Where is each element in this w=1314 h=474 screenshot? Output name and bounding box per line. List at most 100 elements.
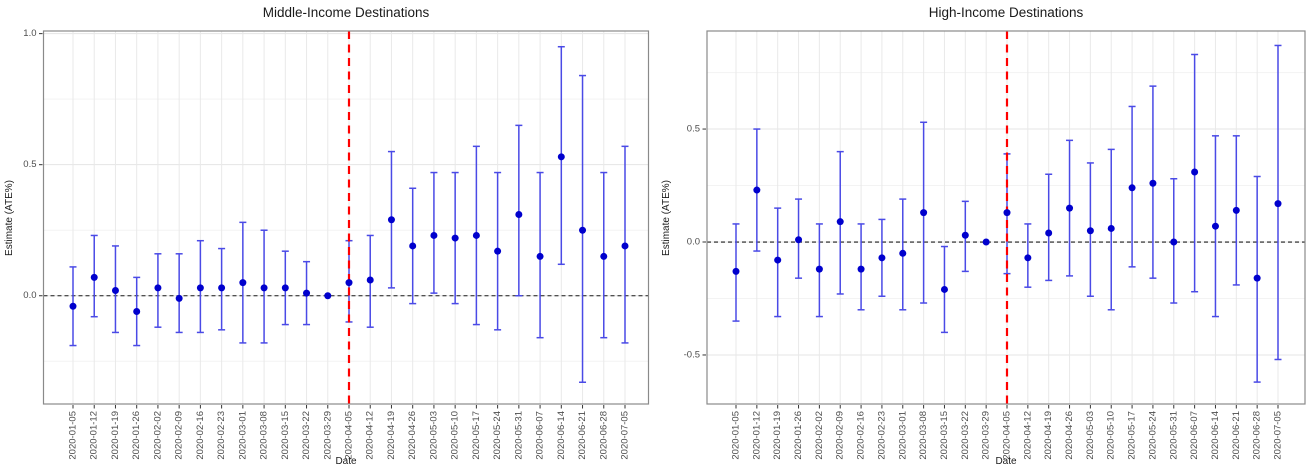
x-tick-label: 2020-04-26 (407, 411, 418, 460)
x-tick-label: 2020-04-26 (1064, 411, 1075, 460)
x-tick-label: 2020-03-29 (322, 411, 333, 460)
x-tick-label: 2020-04-19 (1043, 411, 1054, 460)
y-tick-label: -0.5 (684, 349, 700, 360)
x-tick-label: 2020-02-23 (216, 411, 227, 460)
x-tick-label: 2020-03-08 (918, 411, 929, 460)
x-tick-label: 2020-02-02 (152, 411, 163, 460)
y-tick-label: 0.0 (687, 237, 700, 248)
x-tick-label: 2020-01-12 (751, 411, 762, 460)
x-tick-label: 2020-07-05 (1273, 411, 1284, 460)
data-point (515, 210, 523, 218)
x-tick-label: 2020-03-22 (960, 411, 971, 460)
chart-title-middle-income: Middle-Income Destinations (262, 5, 430, 20)
data-point (239, 279, 247, 287)
data-point (1003, 209, 1011, 217)
data-point (815, 265, 823, 273)
panel-border (42, 30, 650, 405)
x-tick-label: 2020-02-09 (835, 411, 846, 460)
x-axis-title-high-income: Date (995, 456, 1017, 467)
data-point (1086, 227, 1094, 235)
y-axis-title-high-income: Estimate (ATE%) (661, 180, 672, 256)
data-point (753, 186, 761, 194)
x-tick-label: 2020-01-05 (731, 411, 742, 460)
data-point (196, 284, 204, 292)
data-point (920, 209, 928, 217)
data-point (857, 265, 865, 273)
x-tick-label: 2020-01-26 (793, 411, 804, 460)
data-point (1149, 179, 1157, 187)
panel-background (43, 31, 649, 404)
data-point (899, 249, 907, 257)
x-axis-title-middle-income: Date (335, 456, 357, 467)
x-tick-label: 2020-02-16 (195, 411, 206, 460)
x-tick-label: 2020-06-14 (1210, 411, 1221, 460)
data-point (303, 289, 311, 297)
x-tick-label: 2020-01-05 (68, 411, 79, 460)
data-point (1128, 184, 1136, 192)
x-tick-label: 2020-05-03 (428, 411, 439, 460)
data-point (1211, 222, 1219, 230)
data-point (154, 284, 162, 292)
x-tick-label: 2020-04-12 (1022, 411, 1033, 460)
data-point (409, 242, 417, 250)
x-tick-label: 2020-02-02 (814, 411, 825, 460)
data-point (940, 285, 948, 293)
panel-middle-income: 0.0 0.5 1.0 2020-01-05 2020-01-12 2020-01-19 2… (4, 5, 650, 467)
data-point (472, 231, 480, 239)
y-tick-label: 1.0 (23, 28, 36, 39)
x-tick-label: 2020-03-01 (897, 411, 908, 460)
x-tick-label: 2020-06-21 (1231, 411, 1242, 460)
y-tick-label: 0.5 (23, 159, 36, 170)
data-point (1191, 168, 1199, 176)
x-tick-label: 2020-02-09 (174, 411, 185, 460)
data-point (69, 302, 77, 310)
panel-border (706, 30, 1306, 405)
x-tick-label: 2020-06-28 (1252, 411, 1263, 460)
data-point (451, 234, 459, 242)
x-tick-label: 2020-06-28 (598, 411, 609, 460)
x-tick-label: 2020-03-29 (981, 411, 992, 460)
x-tick-label: 2020-01-26 (131, 411, 142, 460)
data-point (133, 307, 141, 315)
data-point (345, 279, 353, 287)
x-tick-label: 2020-05-31 (513, 411, 524, 460)
data-point (795, 236, 803, 244)
chart-title-high-income: High-Income Destinations (928, 5, 1084, 20)
data-point (1045, 229, 1053, 237)
data-point (90, 273, 98, 281)
data-point (982, 238, 990, 246)
data-point (732, 267, 740, 275)
data-point (1066, 204, 1074, 212)
x-tick-label: 2020-05-24 (492, 411, 503, 460)
x-tick-label: 2020-05-31 (1168, 411, 1179, 460)
x-tick-label: 2020-04-19 (386, 411, 397, 460)
y-tick-label: 0.5 (687, 124, 700, 135)
data-point (1107, 224, 1115, 232)
data-point (1232, 206, 1240, 214)
x-tick-label: 2020-03-01 (237, 411, 248, 460)
x-tick-label: 2020-03-08 (259, 411, 270, 460)
x-tick-label: 2020-07-05 (620, 411, 631, 460)
x-tick-label: 2020-02-16 (856, 411, 867, 460)
data-point (774, 256, 782, 264)
x-tick-label: 2020-05-10 (1106, 411, 1117, 460)
x-tick-label: 2020-03-15 (280, 411, 291, 460)
data-point (366, 276, 374, 284)
data-point (579, 226, 587, 234)
data-point (536, 252, 544, 260)
x-tick-label: 2020-05-24 (1147, 411, 1158, 460)
data-point (1170, 238, 1178, 246)
y-tick-label: 0.0 (23, 290, 36, 301)
data-point (961, 231, 969, 239)
data-point (260, 284, 268, 292)
x-tick-label: 2020-02-23 (876, 411, 887, 460)
x-tick-label: 2020-06-21 (577, 411, 588, 460)
data-point (218, 284, 226, 292)
data-point (494, 247, 502, 255)
data-point (836, 218, 844, 226)
x-tick-label: 2020-04-05 (1002, 411, 1013, 460)
plot-area-middle-income: 0.0 0.5 1.0 2020-01-05 2020-01-12 2020-01-19 2… (23, 28, 650, 460)
x-tick-label: 2020-05-10 (450, 411, 461, 460)
x-tick-label: 2020-05-03 (1085, 411, 1096, 460)
